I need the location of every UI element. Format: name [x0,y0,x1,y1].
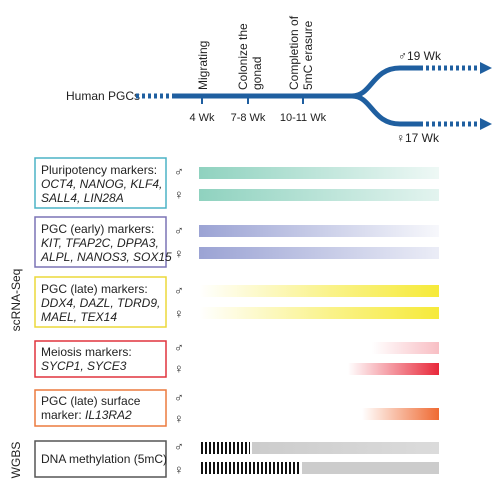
female-branch-label: ♀17 Wk [396,131,440,145]
male-methylation-bar [252,442,439,454]
marker-title: PGC (late) markers: [41,282,148,296]
male-symbol: ♂ [174,164,184,179]
male-branch-line [351,65,420,99]
origin-label: Human PGCs [66,89,140,103]
female-expression-bar [199,408,439,420]
female-expression-bar [199,247,439,259]
female-expression-bar [199,363,439,375]
marker-box [34,216,167,268]
marker-genes-line1: KIT, TFAP2C, DPPA3, [41,236,159,250]
male-symbol: ♂ [174,283,184,298]
marker-group-pgc-late: PGC (late) markers: DDX4, DAZL, TDRD9, M… [34,276,439,328]
female-expression-bar [199,189,439,201]
male-symbol: ♂ [174,390,184,405]
marker-title: Meiosis markers: [41,345,132,359]
marker-title: PGC (early) markers: [41,222,154,236]
week-label-7-8: 7-8 Wk [231,112,266,124]
female-arrowhead-icon [480,118,492,130]
male-arrowhead-icon [480,62,492,74]
female-symbol: ♀ [174,306,184,321]
male-symbol: ♂ [174,340,184,355]
marker-box [34,157,167,209]
timeline: Human PGCs Migrating Colonize the gonad … [66,15,492,145]
scrna-seq-label: scRNA-Seq [9,269,23,332]
female-symbol: ♀ [174,462,184,477]
wgbs-label: WGBS [9,442,23,479]
male-branch-label: ♂19 Wk [398,49,442,63]
female-symbol: ♀ [174,187,184,202]
marker-title: PGC (late) surface [41,394,141,408]
male-expression-bar [199,285,439,297]
marker-genes-line2: SALL4, LIN28A [41,191,124,205]
female-expression-bar [199,307,439,319]
event-label-colonize-1: Colonize the [236,23,250,90]
marker-group-meiosis: Meiosis markers: SYCP1, SYCE3 ♂ ♀ [34,340,439,378]
event-label-colonize-2: gonad [250,57,264,90]
week-label-10-11: 10-11 Wk [280,112,327,124]
marker-box [34,440,167,478]
male-symbol: ♂ [174,223,184,238]
marker-group-pgc-early: PGC (early) markers: KIT, TFAP2C, DPPA3,… [34,216,439,268]
marker-genes-line1: OCT4, NANOG, KLF4, [41,177,162,191]
male-expression-bar [199,167,439,179]
marker-genes-line2: ALPL, NANOS3, SOX15 [40,250,172,264]
female-methylation-bar [302,462,439,474]
marker-box [34,340,167,378]
week-label-4: 4 Wk [189,112,215,124]
event-label-migrating: Migrating [196,41,210,90]
marker-title: Pluripotency markers: [41,163,157,177]
event-label-erasure-2: 5mC erasure [301,20,315,90]
male-expression-bar [199,225,439,237]
male-expression-bar [199,342,439,354]
marker-genes-line1: DDX4, DAZL, TDRD9, [41,296,160,310]
female-symbol: ♀ [174,246,184,261]
event-label-erasure-1: Completion of [287,15,301,90]
female-symbol: ♀ [174,361,184,376]
marker-genes-line2: MAEL, TEX14 [41,310,117,324]
male-symbol: ♂ [174,439,184,454]
marker-box [34,276,167,328]
marker-group-pluripotency: Pluripotency markers: OCT4, NANOG, KLF4,… [34,157,439,209]
female-symbol: ♀ [174,411,184,426]
marker-group-surface: PGC (late) surface marker: IL13RA2 ♂ ♀ [34,389,439,427]
female-branch-line [351,93,420,127]
marker-box [34,389,167,427]
marker-genes-line1: SYCP1, SYCE3 [41,359,127,373]
methylation-label: DNA methylation (5mC) [41,452,167,466]
marker-genes-line1: marker: IL13RA2 [41,408,132,422]
methylation-group: DNA methylation (5mC) ♂ ♀ [34,439,439,478]
